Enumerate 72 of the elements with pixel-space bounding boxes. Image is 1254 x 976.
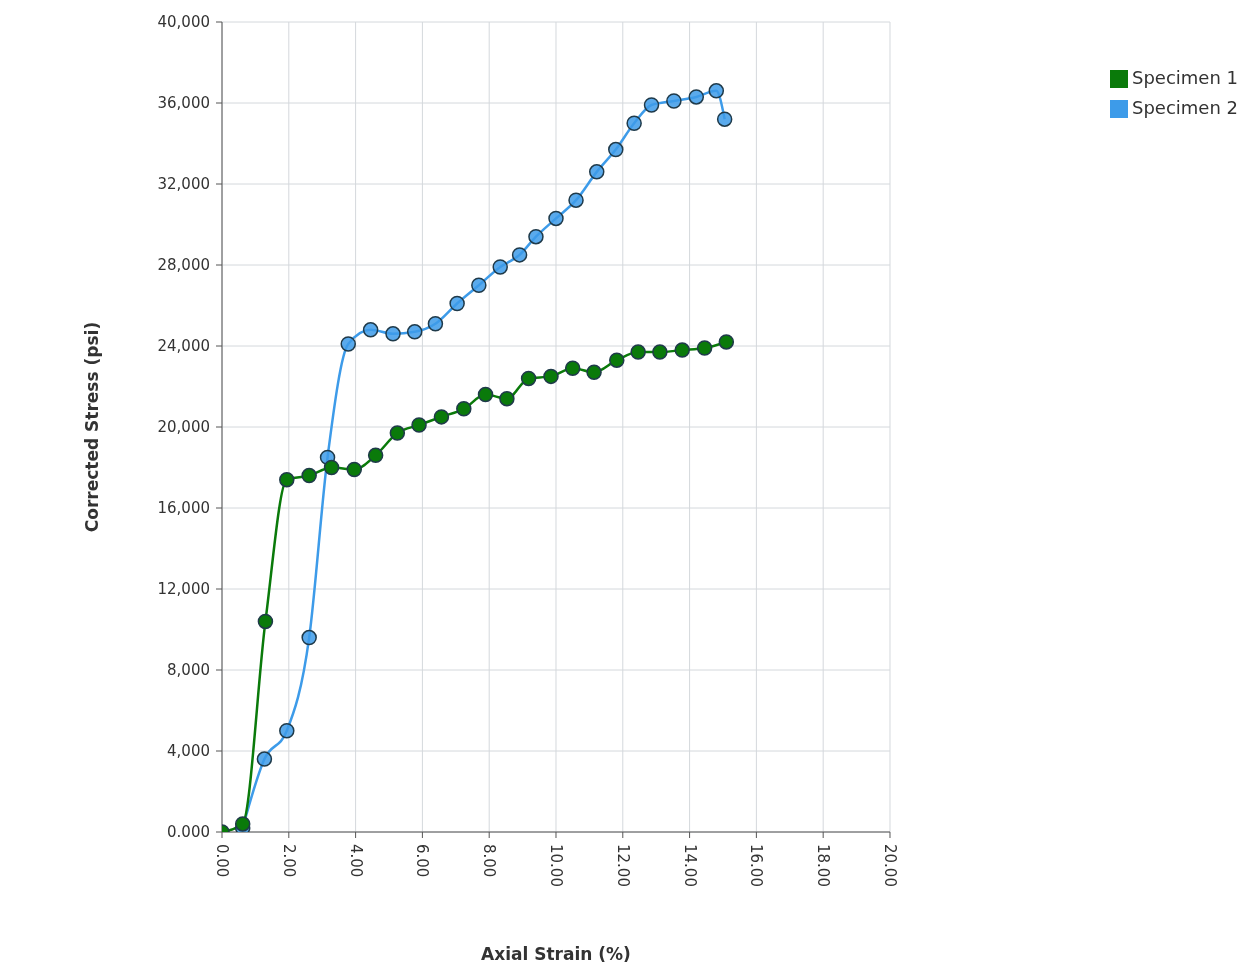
y-tick-label: 36,000 [157,94,210,112]
y-tick-label: 40,000 [157,13,210,31]
point [279,471,295,488]
x-tick-label: 16.00 [747,844,766,887]
point [492,259,508,275]
point [718,334,735,350]
point [674,342,690,358]
point [630,344,646,360]
point [643,97,660,113]
point [411,417,427,433]
x-tick-label: 8.00 [480,844,499,878]
point [652,344,668,360]
point [708,83,725,99]
point [588,164,605,180]
point [279,723,295,739]
x-axis-title: Axial Strain (%) [481,944,631,964]
point [367,447,384,464]
y-tick-label: 28,000 [157,256,210,274]
x-tick-label: 4.00 [346,844,365,878]
x-tick-label: 0.00 [213,844,231,878]
point [548,210,564,227]
y-tick-label: 24,000 [157,337,210,355]
point [543,368,559,385]
y-tick-label: 32,000 [157,175,210,193]
point [256,751,273,767]
point [449,295,465,312]
point [257,613,274,630]
point [528,228,544,245]
legend-label: Specimen 2 [1131,97,1238,118]
x-tick-label: 2.00 [279,844,298,878]
x-tick-label: 10.00 [546,844,565,887]
y-tick-label: 20,000 [157,418,210,436]
point [511,247,528,263]
x-tick-label: 20.00 [880,844,899,887]
point [608,141,624,158]
x-tick-label: 12.00 [613,844,632,887]
point [568,192,584,208]
point [362,322,379,338]
point [626,115,642,131]
point [666,93,682,109]
x-tick-label: 18.00 [814,844,833,887]
point [499,390,515,407]
point [688,89,705,105]
x-tick-label: 14.00 [680,844,699,887]
point [471,277,487,293]
point [456,401,472,417]
point [301,467,317,484]
y-axis-title: Corrected Stress (psi) [82,321,103,533]
x-tick-label: 6.00 [413,844,432,878]
point [346,461,363,478]
point [340,336,356,352]
point [716,111,733,127]
point [427,315,444,332]
point [323,459,340,476]
point [609,352,625,368]
point [406,324,423,340]
point [564,360,581,377]
point [477,386,494,403]
y-tick-label: 4,000 [167,742,210,760]
point [234,816,251,832]
point [520,370,537,387]
legend-label: Specimen 1 [1131,67,1238,88]
point [301,629,317,646]
y-tick-label: 12,000 [157,580,210,598]
point [385,326,401,342]
point [389,425,406,441]
y-tick-label: 0.000 [167,823,210,841]
point [696,340,713,356]
point [586,364,602,381]
y-tick-label: 16,000 [157,499,210,517]
point [433,409,450,425]
y-tick-label: 8,000 [167,661,210,679]
